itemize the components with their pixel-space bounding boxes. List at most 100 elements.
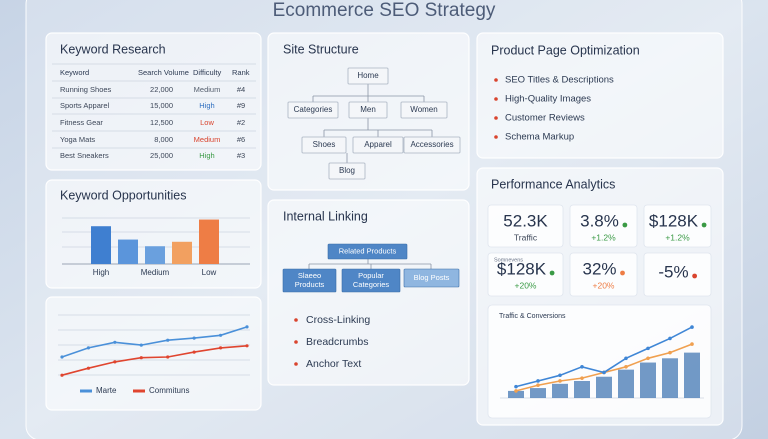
table-cell: Sports Apparel [60,101,110,110]
metric-tile [569,252,638,297]
point [558,379,562,383]
point [86,346,91,350]
metric-value: 52.3K [503,211,548,230]
metric-value: 32% [582,259,616,278]
metric-tile [487,252,564,297]
column-header: Search Volume [138,68,189,77]
column-header: Difficulty [193,68,221,77]
node-label: Women [410,105,437,114]
bar [118,239,138,264]
table-cell: Running Shoes [60,85,112,94]
metric-tile [487,204,564,248]
table-cell: Yoga Mats [60,135,95,144]
point [536,383,540,388]
node-label: Home [357,71,379,80]
legend-label: Marte [96,386,117,395]
list-item: SEO Titles & Descriptions [505,75,614,86]
node-label: Slaeeo Products [295,271,325,289]
connector [308,259,432,269]
status-dot [549,270,555,276]
point [646,346,650,351]
metric-value: -5% [658,262,688,281]
table-cell: 15,000 [150,101,173,110]
column-header: Rank [232,68,250,77]
metric-sub: +1.2% [665,232,690,242]
point [218,346,223,350]
connectors [312,84,433,163]
bullet [494,116,498,120]
node-box [327,243,408,260]
point [668,336,672,341]
list-item: Anchor Text [306,358,361,370]
metric-tile [569,204,638,248]
bar [640,362,656,398]
point [646,356,650,361]
node-label: Apparel [364,140,392,149]
point [192,336,196,340]
bar [662,358,678,398]
node-box [328,162,366,180]
list-item: High-Quality Images [505,94,591,105]
node-box [347,67,389,85]
point [602,370,606,375]
metric-tile [643,252,712,297]
metric-sub: +1.2% [591,232,616,242]
table-cell: 12,500 [150,118,173,127]
node-box [403,268,460,288]
node-label: Blog [339,166,355,175]
bar [574,380,590,398]
node-box [282,268,337,293]
status-dot [622,222,628,228]
node-label: Shoes [313,140,336,149]
metric-value: $128K [649,211,699,230]
panel-title: Keyword Research [60,42,166,56]
table-cell: #4 [237,85,245,94]
point [624,356,628,361]
table-cell: 22,000 [150,85,173,94]
x-tick-label: Low [202,268,217,277]
metric-caption: Somnevens [494,257,523,263]
metric-sub: +20% [515,280,537,290]
metric-sub: Traffic [514,232,538,242]
bar [618,369,634,398]
point [166,355,170,359]
point [558,373,562,378]
chart-title: Traffic & Conversions [499,313,566,320]
series-line [61,326,248,358]
panel-title: Product Page Optimization [491,43,640,57]
node-label: Accessories [410,140,453,149]
list-item: Cross-Linking [306,314,370,326]
metric-sub: +20% [593,280,615,290]
point [536,379,540,383]
bar [508,390,524,398]
bullet [494,135,498,139]
bullet [494,97,498,101]
table-cell: 8,000 [154,135,173,144]
node-label: Categories [294,105,333,114]
panel [267,199,470,386]
node-box [352,136,404,154]
connector [312,84,433,163]
bullet [294,362,298,366]
table-cell: Best Sneakers [60,151,109,160]
point [60,373,64,377]
node-label: Blog Posts [414,273,450,282]
node-box [301,136,347,154]
point [514,389,518,393]
panel [476,32,724,159]
panel-title: Internal Linking [283,209,368,223]
bullet [494,78,498,82]
table-cell: Medium [194,85,221,94]
table-cell: #9 [237,101,245,110]
point [245,325,249,329]
point [139,343,143,347]
bar [684,352,700,398]
bar [91,226,111,264]
node-label: Related Products [339,246,397,255]
point [60,355,64,359]
table-cell: #3 [237,151,245,160]
point [245,344,249,348]
point [580,376,584,380]
point [218,333,223,337]
